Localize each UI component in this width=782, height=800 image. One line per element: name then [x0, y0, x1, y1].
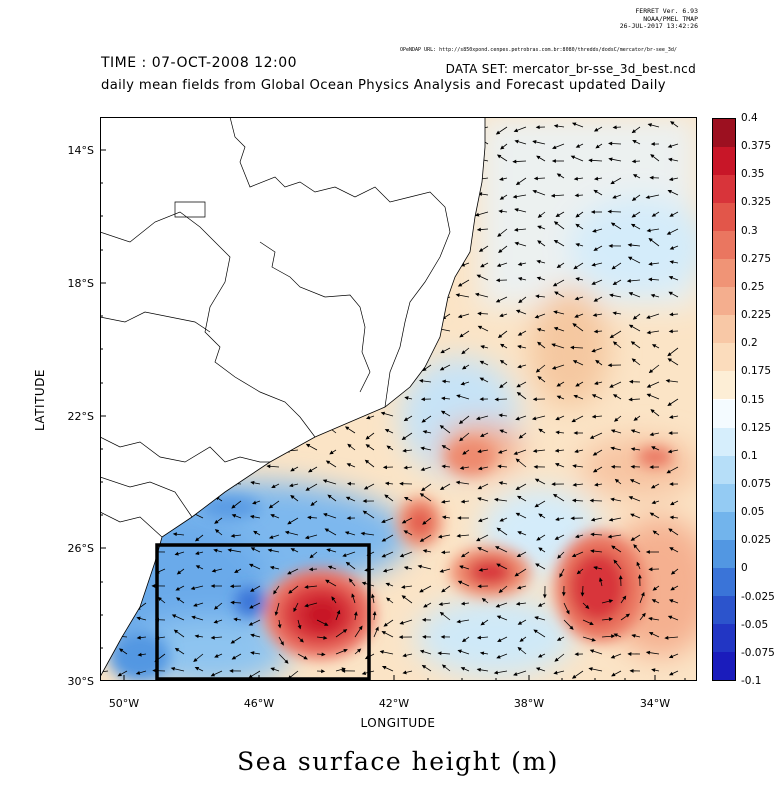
y-tick-14s: 14°S — [67, 144, 94, 157]
x-tick-42w: 42°W — [378, 697, 410, 710]
colorbar-segment — [713, 483, 735, 512]
colorbar-segment — [713, 623, 735, 652]
colorbar-tick-label: 0.325 — [741, 196, 772, 209]
colorbar-tick-label: 0.35 — [741, 168, 765, 181]
x-tick-38w: 38°W — [513, 697, 545, 710]
colorbar-tick-label: 0.175 — [741, 365, 772, 378]
colorbar-segment — [713, 119, 735, 148]
colorbar-tick-label: 0.375 — [741, 140, 772, 153]
colorbar-tick-label: 0.1 — [741, 449, 758, 462]
colorbar-tick-label: 0.025 — [741, 534, 772, 547]
x-tick-46w: 46°W — [243, 697, 275, 710]
colorbar-tick-label: -0.075 — [741, 646, 775, 659]
time-label: TIME : 07-OCT-2008 12:00 — [101, 55, 298, 71]
colorbar-segment — [713, 651, 735, 680]
colorbar-segment — [713, 399, 735, 428]
colorbar-segment — [713, 147, 735, 176]
colorbar-tick-label: 0.2 — [741, 337, 758, 350]
dataset-label: DATA SET: mercator_br-sse_3d_best.ncd — [445, 62, 696, 76]
colorbar-tick-label: 0.15 — [741, 393, 765, 406]
colorbar-segment — [713, 511, 735, 540]
x-axis-label: LONGITUDE — [360, 716, 436, 730]
colorbar-segment — [713, 371, 735, 400]
y-tick-22s: 22°S — [67, 410, 94, 423]
colorbar — [712, 118, 736, 681]
colorbar-tick-label: -0.05 — [741, 618, 769, 631]
y-tick-26s: 26°S — [67, 542, 94, 555]
ferret-org: NOAA/PMEL TMAP — [643, 14, 698, 23]
colorbar-segment — [713, 427, 735, 456]
x-tick-34w: 34°W — [639, 697, 671, 710]
colorbar-segment — [713, 539, 735, 568]
colorbar-segment — [713, 231, 735, 260]
colorbar-tick-label: 0.3 — [741, 224, 758, 237]
land — [100, 117, 486, 678]
colorbar-segment — [713, 287, 735, 316]
colorbar-tick-label: -0.1 — [741, 675, 762, 687]
colorbar-segment — [713, 259, 735, 288]
colorbar-tick-label: 0.25 — [741, 280, 765, 293]
colorbar-tick-label: -0.025 — [741, 590, 775, 603]
colorbar-tick-label: 0.4 — [741, 112, 758, 124]
colorbar-segment — [713, 455, 735, 484]
y-tick-18s: 18°S — [67, 277, 94, 290]
colorbar-tick-label: 0.075 — [741, 477, 772, 490]
colorbar-tick-label: 0.125 — [741, 421, 772, 434]
plot-frame — [100, 117, 697, 681]
colorbar-tick-label: 0.275 — [741, 252, 772, 265]
colorbar-tick-label: 0.05 — [741, 506, 765, 519]
colorbar-segment — [713, 315, 735, 344]
colorbar-segment — [713, 595, 735, 624]
y-tick-30s: 30°S — [67, 675, 94, 688]
ferret-info: FERRET Ver. 6.93 NOAA/PMEL TMAP 26-JUL-2… — [619, 7, 698, 31]
y-axis-label: LATITUDE — [33, 368, 47, 432]
ssh-map — [100, 117, 697, 681]
dataset-description: daily mean fields from Global Ocean Phys… — [101, 78, 666, 93]
colorbar-tick-label: 0.225 — [741, 309, 772, 322]
colorbar-segment — [713, 175, 735, 204]
opendap-url: OPeNDAP URL: http://s850xpond.cenpes.pet… — [400, 47, 677, 53]
colorbar-segment — [713, 343, 735, 372]
colorbar-tick-label: 0 — [741, 562, 748, 575]
ferret-date: 26-JUL-2017 13:42:26 — [619, 22, 698, 30]
figure-caption: Sea surface height (m) — [237, 747, 559, 776]
x-tick-50w: 50°W — [108, 697, 140, 710]
colorbar-segment — [713, 567, 735, 596]
ferret-version: FERRET Ver. 6.93 — [635, 7, 698, 15]
region-box — [155, 543, 371, 681]
colorbar-segment — [713, 203, 735, 232]
